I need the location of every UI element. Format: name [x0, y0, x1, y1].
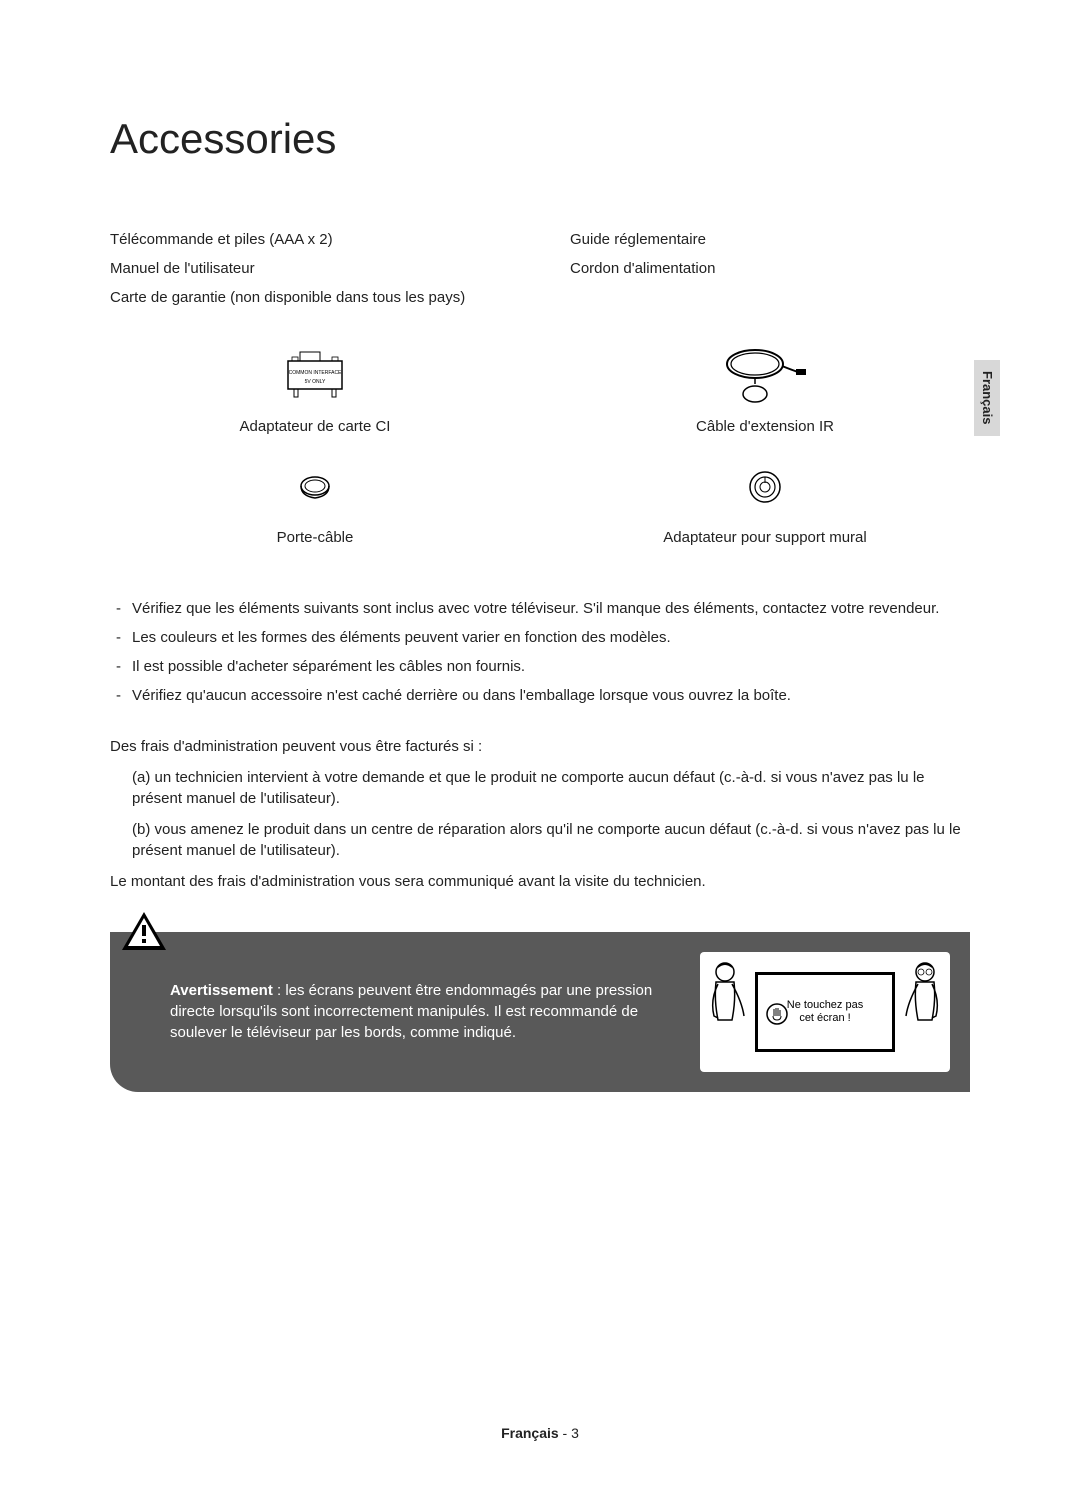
language-side-tab: Français [974, 360, 1000, 436]
warning-illustration: Ne touchez pas cet écran ! [700, 952, 950, 1072]
list-item: Guide réglementaire [570, 229, 970, 250]
footer-sep: - [559, 1425, 571, 1441]
warning-box: Avertissement : les écrans peuvent être … [110, 932, 970, 1092]
footer-language: Français [501, 1425, 559, 1441]
page-title: Accessories [110, 110, 970, 169]
list-item: Manuel de l'utilisateur [110, 258, 510, 279]
cable-holder-label: Porte-câble [277, 527, 354, 548]
admin-fees-b: (b) vous amenez le produit dans un centr… [110, 819, 970, 861]
cable-holder-icon [295, 457, 335, 517]
warning-text: Avertissement : les écrans peuvent être … [170, 980, 680, 1043]
ir-extension-cable-label: Câble d'extension IR [696, 416, 834, 437]
ci-card-adapter-icon: COMMON INTERFACE 5V ONLY [280, 346, 350, 406]
tv-warning-line2: cet écran ! [799, 1012, 850, 1024]
wall-mount-adapter-icon [747, 457, 783, 517]
person-left-icon [704, 960, 746, 1060]
note-item: Vérifiez qu'aucun accessoire n'est caché… [110, 685, 970, 706]
list-item: Carte de garantie (non disponible dans t… [110, 287, 510, 308]
notes-list: Vérifiez que les éléments suivants sont … [110, 598, 970, 706]
note-item: Vérifiez que les éléments suivants sont … [110, 598, 970, 619]
admin-fees-intro: Des frais d'administration peuvent vous … [110, 736, 970, 757]
ir-extension-cable-icon [720, 346, 810, 406]
ci-card-adapter-label: Adaptateur de carte CI [240, 416, 391, 437]
admin-fees-a: (a) un technicien intervient à votre dem… [110, 767, 970, 809]
language-tab-label: Français [978, 371, 996, 424]
tv-warning-line1: Ne touchez pas [787, 999, 863, 1011]
no-touch-hand-icon [766, 1003, 788, 1031]
list-item: Cordon d'alimentation [570, 258, 970, 279]
person-right-icon [904, 960, 946, 1060]
note-item: Il est possible d'acheter séparément les… [110, 656, 970, 677]
warning-label: Avertissement [170, 982, 273, 999]
included-items-list: Télécommande et piles (AAA x 2) Manuel d… [110, 229, 970, 316]
svg-text:5V ONLY: 5V ONLY [305, 379, 326, 385]
page-footer: Français - 3 [0, 1424, 1080, 1444]
tv-frame-icon: Ne touchez pas cet écran ! [755, 972, 895, 1052]
note-item: Les couleurs et les formes des éléments … [110, 627, 970, 648]
footer-page-number: 3 [571, 1425, 579, 1441]
list-item: Télécommande et piles (AAA x 2) [110, 229, 510, 250]
svg-text:COMMON INTERFACE: COMMON INTERFACE [289, 370, 342, 376]
wall-mount-adapter-label: Adaptateur pour support mural [663, 527, 866, 548]
warning-triangle-icon [120, 910, 168, 960]
admin-fees-outro: Le montant des frais d'administration vo… [110, 871, 970, 892]
